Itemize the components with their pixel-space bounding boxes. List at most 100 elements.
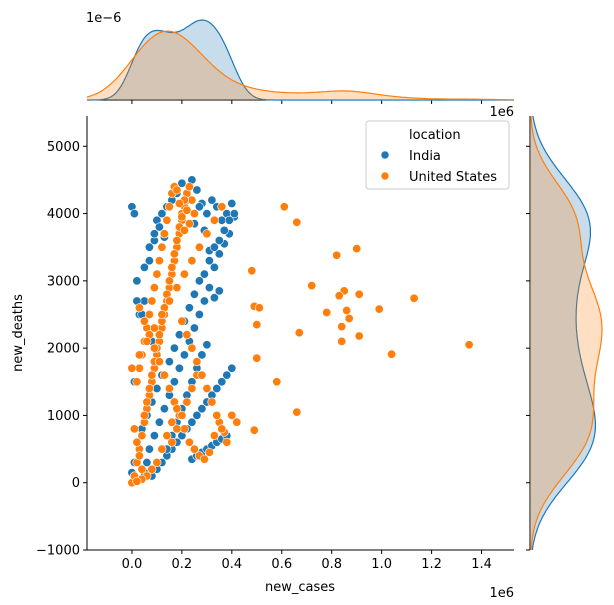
- point-united-states: [159, 370, 169, 380]
- point-united-states: [182, 330, 192, 340]
- point-india: [192, 185, 202, 195]
- point-india: [209, 242, 219, 252]
- point-united-states: [247, 266, 257, 276]
- point-india: [144, 242, 154, 252]
- point-india: [227, 363, 237, 373]
- point-united-states: [212, 410, 222, 420]
- point-united-states: [182, 205, 192, 215]
- legend-marker-united-states: [380, 171, 390, 181]
- point-united-states: [127, 363, 137, 373]
- point-india: [169, 377, 179, 387]
- point-united-states: [337, 322, 347, 332]
- point-united-states: [204, 447, 214, 457]
- point-united-states: [132, 437, 142, 447]
- point-india: [159, 404, 169, 414]
- point-india: [132, 276, 142, 286]
- point-united-states: [387, 349, 397, 359]
- point-united-states: [187, 195, 197, 205]
- point-india: [154, 417, 164, 427]
- point-united-states: [154, 357, 164, 367]
- x-axis-ticks: 0.0 0.2 0.4 0.6 0.8 1.0 1.2 1.4: [122, 550, 492, 572]
- right-kde-fill-india: [530, 116, 596, 550]
- point-united-states: [147, 296, 157, 306]
- point-united-states: [172, 185, 182, 195]
- point-united-states: [334, 291, 344, 301]
- point-india: [189, 323, 199, 333]
- top-marginal-offset-text: 1e−6: [86, 11, 121, 26]
- point-india: [144, 256, 154, 266]
- legend-frame: [365, 120, 510, 190]
- point-india: [229, 209, 239, 219]
- point-india: [209, 262, 219, 272]
- point-united-states: [194, 242, 204, 252]
- point-united-states: [132, 377, 142, 387]
- point-united-states: [209, 215, 219, 225]
- point-united-states: [179, 269, 189, 279]
- point-united-states: [154, 330, 164, 340]
- point-india: [194, 276, 204, 286]
- x-tick-label: 1.4: [471, 557, 492, 572]
- point-india: [212, 383, 222, 393]
- y-tick-label: 0: [72, 476, 80, 491]
- point-united-states: [189, 444, 199, 454]
- point-united-states: [179, 225, 189, 235]
- point-united-states: [354, 331, 364, 341]
- legend-label-india: India: [409, 149, 441, 164]
- point-united-states: [184, 437, 194, 447]
- point-india: [214, 236, 224, 246]
- x-tick-label: 1.2: [421, 557, 442, 572]
- point-united-states: [222, 437, 232, 447]
- point-united-states: [167, 262, 177, 272]
- point-india: [197, 404, 207, 414]
- point-united-states: [132, 476, 142, 486]
- point-united-states: [189, 209, 199, 219]
- x-tick-label: 0.8: [321, 557, 342, 572]
- top-kde-fill-united-states: [87, 31, 514, 101]
- legend-title: location: [409, 128, 461, 143]
- y-tick-label: 1000: [47, 409, 80, 424]
- legend: location India United States: [365, 120, 510, 190]
- point-united-states: [147, 464, 157, 474]
- point-united-states: [192, 357, 202, 367]
- point-united-states: [167, 417, 177, 427]
- point-united-states: [177, 316, 187, 326]
- top-kde-line-united-states: [86, 30, 514, 101]
- point-united-states: [342, 305, 352, 315]
- point-united-states: [177, 212, 187, 222]
- point-united-states: [177, 410, 187, 420]
- x-axis-offset-text: 1e6: [489, 586, 514, 601]
- point-united-states: [184, 219, 194, 229]
- point-india: [199, 269, 209, 279]
- main-scatter-axes: [86, 116, 514, 551]
- top-marginal-right-offset-text: 1e6: [489, 105, 514, 120]
- point-united-states: [279, 202, 289, 212]
- point-united-states: [142, 397, 152, 407]
- point-united-states: [169, 249, 179, 259]
- x-tick-label: 1.0: [371, 557, 392, 572]
- point-united-states: [354, 289, 364, 299]
- point-india: [214, 286, 224, 296]
- point-india: [209, 293, 219, 303]
- point-india: [184, 303, 194, 313]
- point-india: [224, 215, 234, 225]
- point-united-states: [232, 417, 242, 427]
- point-india: [144, 444, 154, 454]
- point-united-states: [147, 370, 157, 380]
- point-india: [227, 199, 237, 209]
- point-india: [187, 417, 197, 427]
- point-united-states: [344, 313, 354, 323]
- point-united-states: [332, 250, 342, 260]
- right-kde-fill-united-states: [530, 116, 602, 550]
- point-united-states: [137, 431, 147, 441]
- point-united-states: [272, 377, 282, 387]
- point-united-states: [149, 283, 159, 293]
- x-axis-title: new_cases: [265, 580, 335, 595]
- point-united-states: [207, 397, 217, 407]
- point-united-states: [134, 303, 144, 313]
- y-tick-label: 3000: [47, 274, 80, 289]
- point-united-states: [172, 404, 182, 414]
- y-axis-title: new_deaths: [11, 294, 26, 372]
- point-united-states: [202, 229, 212, 239]
- point-united-states: [199, 454, 209, 464]
- point-india: [194, 309, 204, 319]
